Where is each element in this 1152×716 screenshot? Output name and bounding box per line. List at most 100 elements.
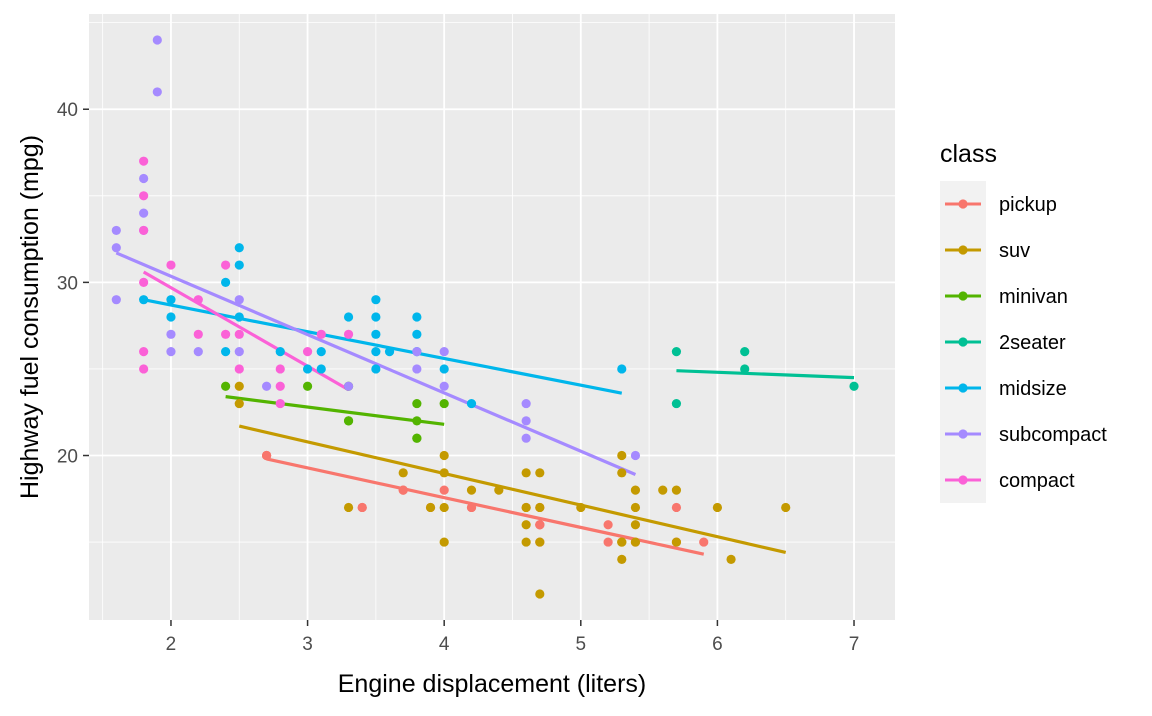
legend: class pickup suv minivan 2seater midsize subc… bbox=[940, 140, 1107, 503]
point-suv bbox=[630, 537, 641, 547]
point-compact bbox=[275, 381, 285, 391]
point-suv bbox=[658, 485, 668, 495]
y-tick-label: 20 bbox=[57, 447, 78, 468]
point-minivan bbox=[439, 398, 449, 409]
point-suv bbox=[576, 502, 586, 513]
point-subcompact bbox=[111, 295, 121, 305]
point-suv bbox=[439, 468, 449, 478]
point-compact bbox=[234, 364, 244, 374]
point-subcompact bbox=[521, 416, 531, 426]
legend-key-point-subcompact bbox=[958, 429, 968, 439]
point-midsize bbox=[221, 277, 231, 287]
point-midsize bbox=[371, 329, 381, 339]
point-midsize bbox=[166, 312, 176, 322]
point-compact bbox=[166, 260, 176, 270]
trend-line-pickup bbox=[266, 457, 705, 556]
point-compact bbox=[193, 295, 203, 305]
legend-key-point-2seater bbox=[958, 337, 968, 347]
trend-lines bbox=[115, 251, 855, 556]
point-suv bbox=[439, 502, 449, 513]
point-subcompact bbox=[193, 347, 203, 357]
point-midsize bbox=[316, 347, 326, 357]
point-2seater bbox=[671, 347, 682, 357]
x-tick-label: 7 bbox=[849, 634, 860, 655]
trend-line-2seater bbox=[676, 369, 855, 380]
legend-label-compact: compact bbox=[999, 470, 1075, 492]
y-axis-title: Highway fuel consumption (mpg) bbox=[16, 135, 44, 499]
point-subcompact bbox=[234, 295, 244, 305]
point-midsize bbox=[166, 295, 176, 305]
point-suv bbox=[630, 502, 641, 513]
point-suv bbox=[234, 381, 244, 391]
point-subcompact bbox=[152, 35, 162, 45]
point-midsize bbox=[234, 260, 244, 270]
point-suv bbox=[535, 468, 545, 478]
x-tick-label: 3 bbox=[302, 634, 313, 655]
point-compact bbox=[316, 329, 326, 339]
point-minivan bbox=[343, 416, 354, 426]
point-midsize bbox=[343, 312, 354, 322]
point-subcompact bbox=[152, 87, 162, 97]
point-compact bbox=[221, 260, 231, 270]
point-compact bbox=[221, 329, 231, 339]
point-midsize bbox=[412, 312, 422, 322]
point-suv bbox=[535, 537, 545, 547]
point-midsize bbox=[371, 347, 381, 357]
point-pickup bbox=[357, 502, 367, 513]
point-subcompact bbox=[234, 347, 244, 357]
point-minivan bbox=[412, 416, 422, 426]
point-compact bbox=[275, 398, 285, 409]
point-suv bbox=[535, 589, 545, 599]
point-pickup bbox=[466, 502, 477, 513]
y-tick-label: 30 bbox=[57, 273, 78, 294]
x-axis-title: Engine displacement (liters) bbox=[338, 670, 646, 698]
point-compact bbox=[343, 329, 354, 339]
point-midsize bbox=[371, 364, 381, 374]
point-midsize bbox=[234, 312, 244, 322]
point-subcompact bbox=[412, 364, 422, 374]
point-subcompact bbox=[166, 347, 176, 357]
point-suv bbox=[630, 520, 641, 530]
point-pickup bbox=[261, 450, 272, 461]
point-subcompact bbox=[261, 381, 272, 391]
point-suv bbox=[521, 502, 531, 513]
point-suv bbox=[671, 485, 682, 495]
point-compact bbox=[139, 364, 149, 374]
point-midsize bbox=[371, 312, 381, 322]
x-tick-label: 5 bbox=[576, 634, 587, 655]
trend-line-suv bbox=[238, 424, 787, 555]
trend-line-midsize bbox=[143, 298, 623, 395]
point-midsize bbox=[412, 329, 422, 339]
point-compact bbox=[139, 277, 149, 287]
point-subcompact bbox=[139, 173, 149, 184]
point-compact bbox=[139, 191, 149, 201]
legend-key-point-pickup bbox=[958, 199, 968, 209]
point-midsize bbox=[617, 364, 627, 374]
point-suv bbox=[617, 554, 627, 565]
x-tick-label: 2 bbox=[166, 634, 177, 655]
grid-lines bbox=[89, 14, 895, 620]
point-suv bbox=[712, 502, 723, 513]
point-midsize bbox=[221, 347, 231, 357]
point-subcompact bbox=[439, 347, 449, 357]
point-subcompact bbox=[166, 329, 176, 339]
point-midsize bbox=[234, 243, 244, 253]
point-minivan bbox=[412, 398, 422, 409]
point-subcompact bbox=[343, 381, 354, 391]
point-pickup bbox=[699, 537, 709, 547]
point-suv bbox=[494, 485, 504, 495]
legend-key-point-minivan bbox=[958, 291, 968, 301]
point-midsize bbox=[371, 295, 381, 305]
point-minivan bbox=[412, 433, 422, 443]
point-subcompact bbox=[412, 347, 422, 357]
point-midsize bbox=[275, 347, 285, 357]
point-suv bbox=[617, 468, 627, 478]
point-subcompact bbox=[439, 381, 449, 391]
legend-label-midsize: midsize bbox=[999, 378, 1067, 400]
point-subcompact bbox=[139, 208, 149, 218]
legend-key-point-midsize bbox=[958, 383, 968, 393]
point-2seater bbox=[740, 364, 750, 374]
legend-label-suv: suv bbox=[999, 240, 1030, 262]
legend-title: class bbox=[940, 140, 997, 168]
